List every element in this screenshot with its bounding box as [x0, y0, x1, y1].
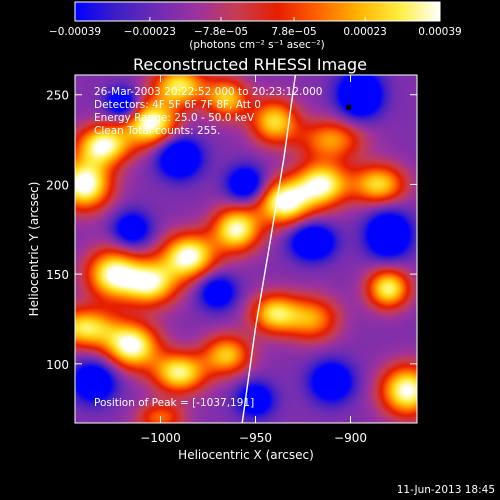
- colorbar-tick-label: 7.8e−05: [271, 26, 316, 38]
- annotation-block: 26-Mar-2003 20:22:52.000 to 20:23:12.000…: [94, 86, 322, 137]
- peak-position-label: Position of Peak = [-1037,191]: [94, 397, 254, 409]
- x-tick-label: −950: [239, 431, 272, 445]
- y-tick-label: 250: [46, 89, 69, 103]
- y-tick-label: 150: [46, 268, 69, 282]
- x-axis-label: Heliocentric X (arcsec): [178, 448, 314, 462]
- colorbar-tick-label: −0.00023: [124, 26, 176, 38]
- solar-limb-line: [241, 74, 297, 424]
- annotation-time-range: 26-Mar-2003 20:22:52.000 to 20:23:12.000: [94, 86, 322, 98]
- x-tick-label: −900: [334, 431, 367, 445]
- annotation-energy-range: Energy Range: 25.0 - 50.0 keV: [94, 112, 255, 124]
- chart-title: Reconstructed RHESSI Image: [133, 55, 367, 74]
- y-tick-label: 200: [46, 178, 69, 192]
- colorbar-tick-label: −7.8e−05: [194, 26, 248, 38]
- axis-ticks: −1000 −950 −900 100 150 200 250: [46, 75, 417, 445]
- y-tick-label: 100: [46, 358, 69, 372]
- colorbar-unit-label: (photons cm⁻² s⁻¹ asec⁻²): [189, 39, 324, 51]
- colorbar-tick-label: 0.00023: [343, 26, 386, 38]
- plot-frame: [74, 74, 418, 424]
- colorbar-tick-label: −0.00039: [49, 26, 101, 38]
- plot-area: −1000 −950 −900 100 150 200 250 26-Mar-2003 20…: [46, 74, 418, 445]
- annotation-clean-counts: Clean Total counts: 255.: [94, 125, 220, 137]
- x-tick-label: −1000: [140, 431, 181, 445]
- colorbar-gradient: [74, 1, 441, 22]
- heatmap-image: [75, 75, 417, 423]
- peak-marker: [346, 104, 352, 110]
- colorbar-tick-label: 0.00039: [418, 26, 461, 38]
- annotation-detectors: Detectors: 4F 5F 6F 7F 8F, Att 0: [94, 99, 261, 111]
- y-axis-label: Heliocentric Y (arcsec): [27, 182, 41, 317]
- footer-date: 11-Jun-2013 18:45: [397, 484, 495, 496]
- colorbar-ticks: −0.00039 −0.00023 −7.8e−05 7.8e−05 0.00023 0.…: [49, 17, 462, 38]
- colorbar: −0.00039 −0.00023 −7.8e−05 7.8e−05 0.00023 0.…: [49, 1, 462, 51]
